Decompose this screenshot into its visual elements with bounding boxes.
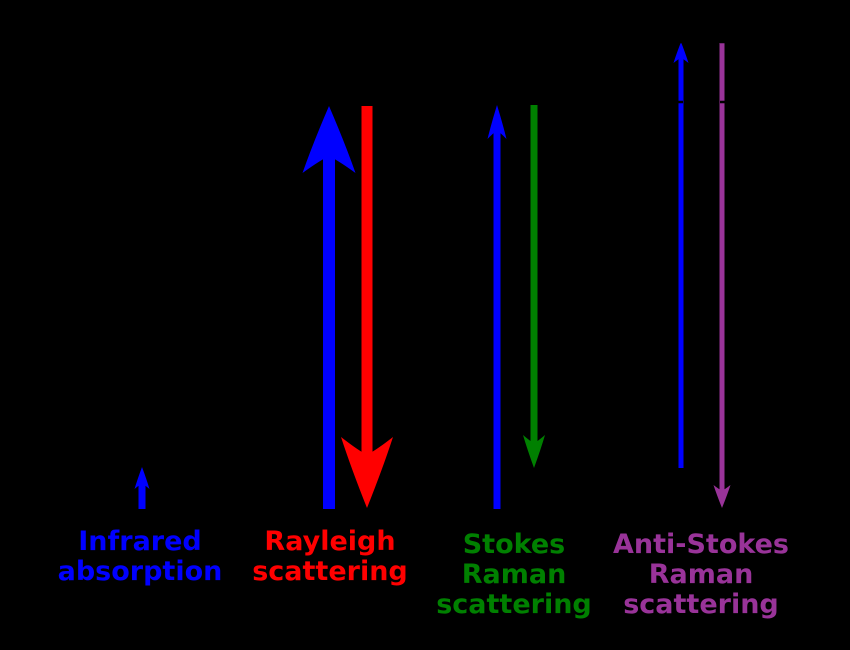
stokes-emission-arrow: [523, 105, 545, 468]
anti-stokes-emission-arrow: [713, 43, 731, 508]
rayleigh-scattering-label-line-2: scattering: [252, 556, 408, 587]
stokes-raman-scattering-label: Stokes Raman scattering: [384, 530, 644, 620]
infrared-absorption-label-line-2: absorption: [57, 556, 223, 587]
stokes-raman-scattering-label-line-1: Stokes: [462, 529, 566, 560]
rayleigh-emission-arrow: [341, 106, 393, 508]
rayleigh-emission-arrow-head: [341, 437, 393, 508]
rayleigh-scattering-label: Rayleigh scattering: [200, 527, 460, 587]
infrared-absorption-label: Infrared absorption: [10, 527, 270, 587]
infrared-absorption-label-line-1: Infrared: [78, 526, 202, 557]
stokes-excitation-arrow-head: [487, 105, 507, 139]
anti-stokes-raman-scattering-label-line-1: Anti-Stokes: [612, 529, 789, 560]
anti-stokes-raman-scattering-label-line-2: Raman: [648, 559, 754, 590]
anti-stokes-emission-arrow-head: [713, 485, 731, 508]
anti-stokes-raman-scattering-label: Anti-Stokes Raman scattering: [571, 530, 831, 620]
infrared-absorption-arrow: [134, 467, 150, 509]
infrared-absorption-arrow-head: [134, 467, 150, 489]
stokes-emission-arrow-head: [523, 435, 545, 468]
rayleigh-excitation-arrow: [302, 106, 356, 509]
anti-stokes-excitation-arrow: [673, 42, 689, 468]
rayleigh-excitation-arrow-head: [302, 106, 356, 173]
stokes-excitation-arrow: [487, 105, 507, 509]
anti-stokes-excitation-arrow-head: [673, 42, 689, 63]
rayleigh-scattering-label-line-1: Rayleigh: [264, 526, 396, 557]
stokes-raman-scattering-label-line-2: Raman: [461, 559, 567, 590]
anti-stokes-raman-scattering-label-line-3: scattering: [623, 589, 779, 620]
stokes-raman-scattering-label-line-3: scattering: [436, 589, 592, 620]
